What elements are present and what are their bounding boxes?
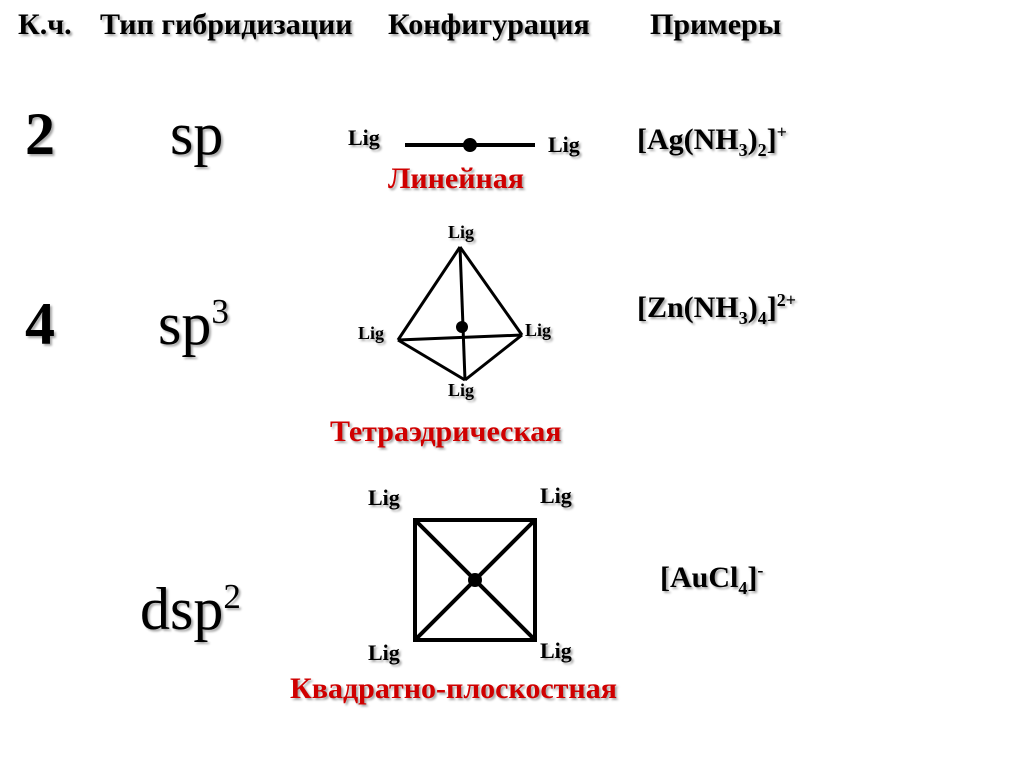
example-zn: [Zn(NH3)4]2+	[637, 290, 796, 329]
lig-sq-br: Lig	[540, 638, 572, 664]
header-cn: К.ч.	[18, 8, 72, 42]
diagram-square-planar	[400, 505, 550, 655]
lig-tet-bottom: Lig	[448, 380, 474, 401]
config-tetrahedral: Тетраэдрическая	[330, 415, 562, 449]
cn-4: 4	[25, 290, 55, 359]
lig-tet-top: Lig	[448, 222, 474, 243]
lig-linear-left: Lig	[348, 125, 380, 151]
header-hybrid: Тип гибридизации	[100, 8, 353, 42]
config-linear: Линейная	[388, 162, 524, 196]
hybrid-sp: sp	[170, 100, 223, 169]
config-square: Квадратно-плоскостная	[290, 672, 617, 706]
lig-tet-left: Lig	[358, 323, 384, 344]
lig-linear-right: Lig	[548, 132, 580, 158]
lig-sq-tl: Lig	[368, 485, 400, 511]
cn-2: 2	[25, 100, 55, 169]
lig-sq-tr: Lig	[540, 483, 572, 509]
diagram-linear	[400, 130, 540, 160]
example-ag: [Ag(NH3)2]+	[637, 122, 787, 161]
hybrid-dsp2: dsp2	[140, 575, 241, 644]
header-config: Конфигурация	[388, 8, 590, 42]
header-examples: Примеры	[650, 8, 781, 42]
example-au: [AuCl4]-	[660, 560, 763, 599]
hybrid-sp3: sp3	[158, 290, 229, 359]
lig-sq-bl: Lig	[368, 640, 400, 666]
lig-tet-right: Lig	[525, 320, 551, 341]
